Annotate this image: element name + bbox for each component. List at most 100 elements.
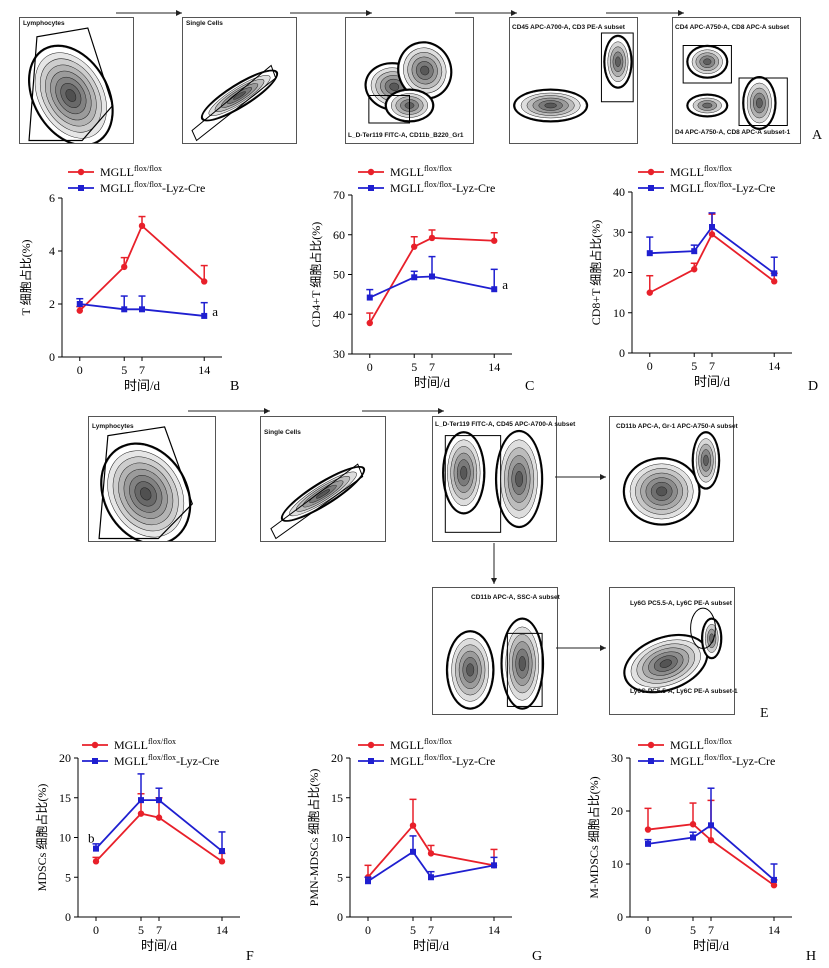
density-plot — [445, 617, 545, 710]
x-tick-label: 14 — [488, 923, 500, 937]
series-lyz-cre — [76, 295, 208, 319]
data-point — [708, 822, 714, 829]
data-point — [121, 263, 128, 271]
line-chart-h: 0 10 20 30 0 5 7 14 时间/d M-MDSCs 细胞占比(%) MGLLflox/… — [586, 737, 816, 964]
data-point — [491, 286, 498, 293]
data-point — [427, 850, 435, 857]
data-point — [771, 876, 777, 883]
data-point — [218, 858, 226, 865]
data-point — [689, 821, 697, 828]
panel-letter: C — [525, 379, 534, 394]
legend-item: MGLLflox/flox-Lyz-Cre — [358, 753, 495, 768]
x-tick-label: 14 — [488, 360, 500, 374]
legend-item: MGLLflox/flox — [638, 164, 732, 179]
data-point — [428, 234, 436, 242]
y-axis-label: CD8+T 细胞占比(%) — [588, 220, 603, 326]
data-point — [155, 814, 163, 821]
flow-plot-single-e: Single Cells — [260, 416, 386, 542]
x-axis-label: 时间/d — [414, 375, 451, 390]
data-point — [709, 224, 715, 231]
series-lyz-cre — [366, 255, 498, 301]
gate-label: L_D-Ter119 FITC-A, CD45 APC-A700-A subse… — [435, 421, 576, 428]
y-tick-label: 6 — [49, 191, 55, 205]
series-line — [649, 232, 775, 294]
flow-plot-lymph-a: Lymphocytes — [19, 17, 134, 147]
gate-label: Single Cells — [186, 20, 223, 27]
flow-plot-single-a: Single Cells — [182, 17, 297, 144]
data-point — [409, 822, 417, 829]
data-point — [156, 797, 162, 804]
x-tick-label: 0 — [645, 923, 651, 937]
panel-letter: F — [246, 949, 254, 964]
y-tick-label: 0 — [619, 346, 625, 360]
series-flox — [76, 215, 208, 314]
density-plot — [682, 44, 788, 130]
series-flox — [92, 793, 226, 865]
data-point — [411, 274, 418, 281]
flow-plot-gr1-e: CD11b APC-A, Gr-1 APC-A750-A subset — [609, 416, 738, 542]
y-tick-label: 0 — [337, 910, 343, 924]
series-lyz-cre — [364, 835, 498, 885]
svg-text:MGLLflox/flox: MGLLflox/flox — [670, 164, 732, 179]
y-tick-label: 2 — [49, 297, 55, 311]
x-tick-label: 5 — [690, 923, 696, 937]
y-tick-label: 20 — [331, 751, 343, 765]
flow-plot-ly6-e: Ly6G PC5.5-A, Ly6C PE-A subset Ly6G PC5.5… — [609, 587, 738, 715]
y-tick-label: 60 — [333, 228, 345, 242]
data-point — [491, 237, 498, 244]
data-point — [121, 306, 128, 313]
data-point — [771, 278, 778, 285]
data-point — [92, 858, 100, 865]
series-flox — [366, 229, 498, 327]
data-point — [366, 319, 373, 327]
significance-mark: a — [502, 277, 508, 292]
svg-text:MGLLflox/flox: MGLLflox/flox — [390, 737, 452, 752]
y-tick-label: 0 — [49, 350, 55, 364]
density-plot — [623, 607, 723, 694]
y-tick-label: 5 — [337, 870, 343, 884]
x-tick-label: 5 — [691, 359, 697, 373]
gate-label: Single Cells — [264, 429, 301, 436]
x-tick-label: 14 — [768, 923, 780, 937]
data-point — [707, 836, 715, 844]
y-tick-label: 10 — [613, 306, 625, 320]
data-point — [201, 312, 208, 319]
flow-plot-cd3-a: CD45 APC-A700-A, CD3 PE-A subset — [509, 17, 638, 144]
line-chart-c: 30 40 50 60 70 0 5 7 14 时间/d CD4+T 细胞占比(%) a MGLLflo… — [308, 164, 534, 394]
x-tick-label: 5 — [138, 923, 144, 937]
x-axis-label: 时间/d — [693, 938, 730, 953]
y-tick-label: 0 — [65, 910, 71, 924]
y-tick-label: 50 — [333, 268, 345, 282]
y-tick-label: 30 — [613, 225, 625, 239]
x-tick-label: 5 — [121, 363, 127, 377]
x-tick-label: 7 — [709, 359, 715, 373]
flow-plot-lymph-e: Lymphocytes — [88, 416, 216, 546]
legend-item: MGLLflox/flox — [638, 737, 732, 752]
data-point — [93, 845, 99, 852]
data-point — [138, 797, 144, 804]
flow-plot-cd11b-a: L_D-Ter119 FITC-A, CD11b_B220_Gr1 — [345, 17, 474, 144]
data-point — [690, 834, 696, 841]
x-tick-label: 14 — [768, 359, 780, 373]
svg-text:MGLLflox/flox-Lyz-Cre: MGLLflox/flox-Lyz-Cre — [390, 753, 495, 768]
gate-label: Lymphocytes — [23, 20, 65, 27]
data-point — [428, 874, 434, 881]
legend-item: MGLLflox/flox — [358, 164, 452, 179]
data-point — [646, 250, 653, 257]
data-point — [646, 289, 653, 296]
svg-text:MGLLflox/flox-Lyz-Cre: MGLLflox/flox-Lyz-Cre — [670, 753, 775, 768]
series-line — [367, 850, 495, 882]
gate-label: D4 APC-A750-A, CD8 APC-A subset-1 — [675, 129, 791, 136]
series-lyz-cre — [644, 787, 778, 883]
y-axis-label: CD4+T 细胞占比(%) — [308, 222, 323, 328]
y-tick-label: 30 — [333, 347, 345, 361]
flow-plot-ssc-e: CD11b APC-A, SSC-A subset — [432, 587, 560, 715]
flow-plot-cd45-e: L_D-Ter119 FITC-A, CD45 APC-A700-A subse… — [432, 416, 575, 542]
density-plot — [442, 429, 544, 533]
x-tick-label: 0 — [367, 360, 373, 374]
gate-label: CD11b APC-A, SSC-A subset — [471, 594, 560, 601]
series-line — [367, 824, 495, 878]
y-tick-label: 15 — [59, 791, 71, 805]
legend-item: MGLLflox/flox-Lyz-Cre — [638, 753, 775, 768]
